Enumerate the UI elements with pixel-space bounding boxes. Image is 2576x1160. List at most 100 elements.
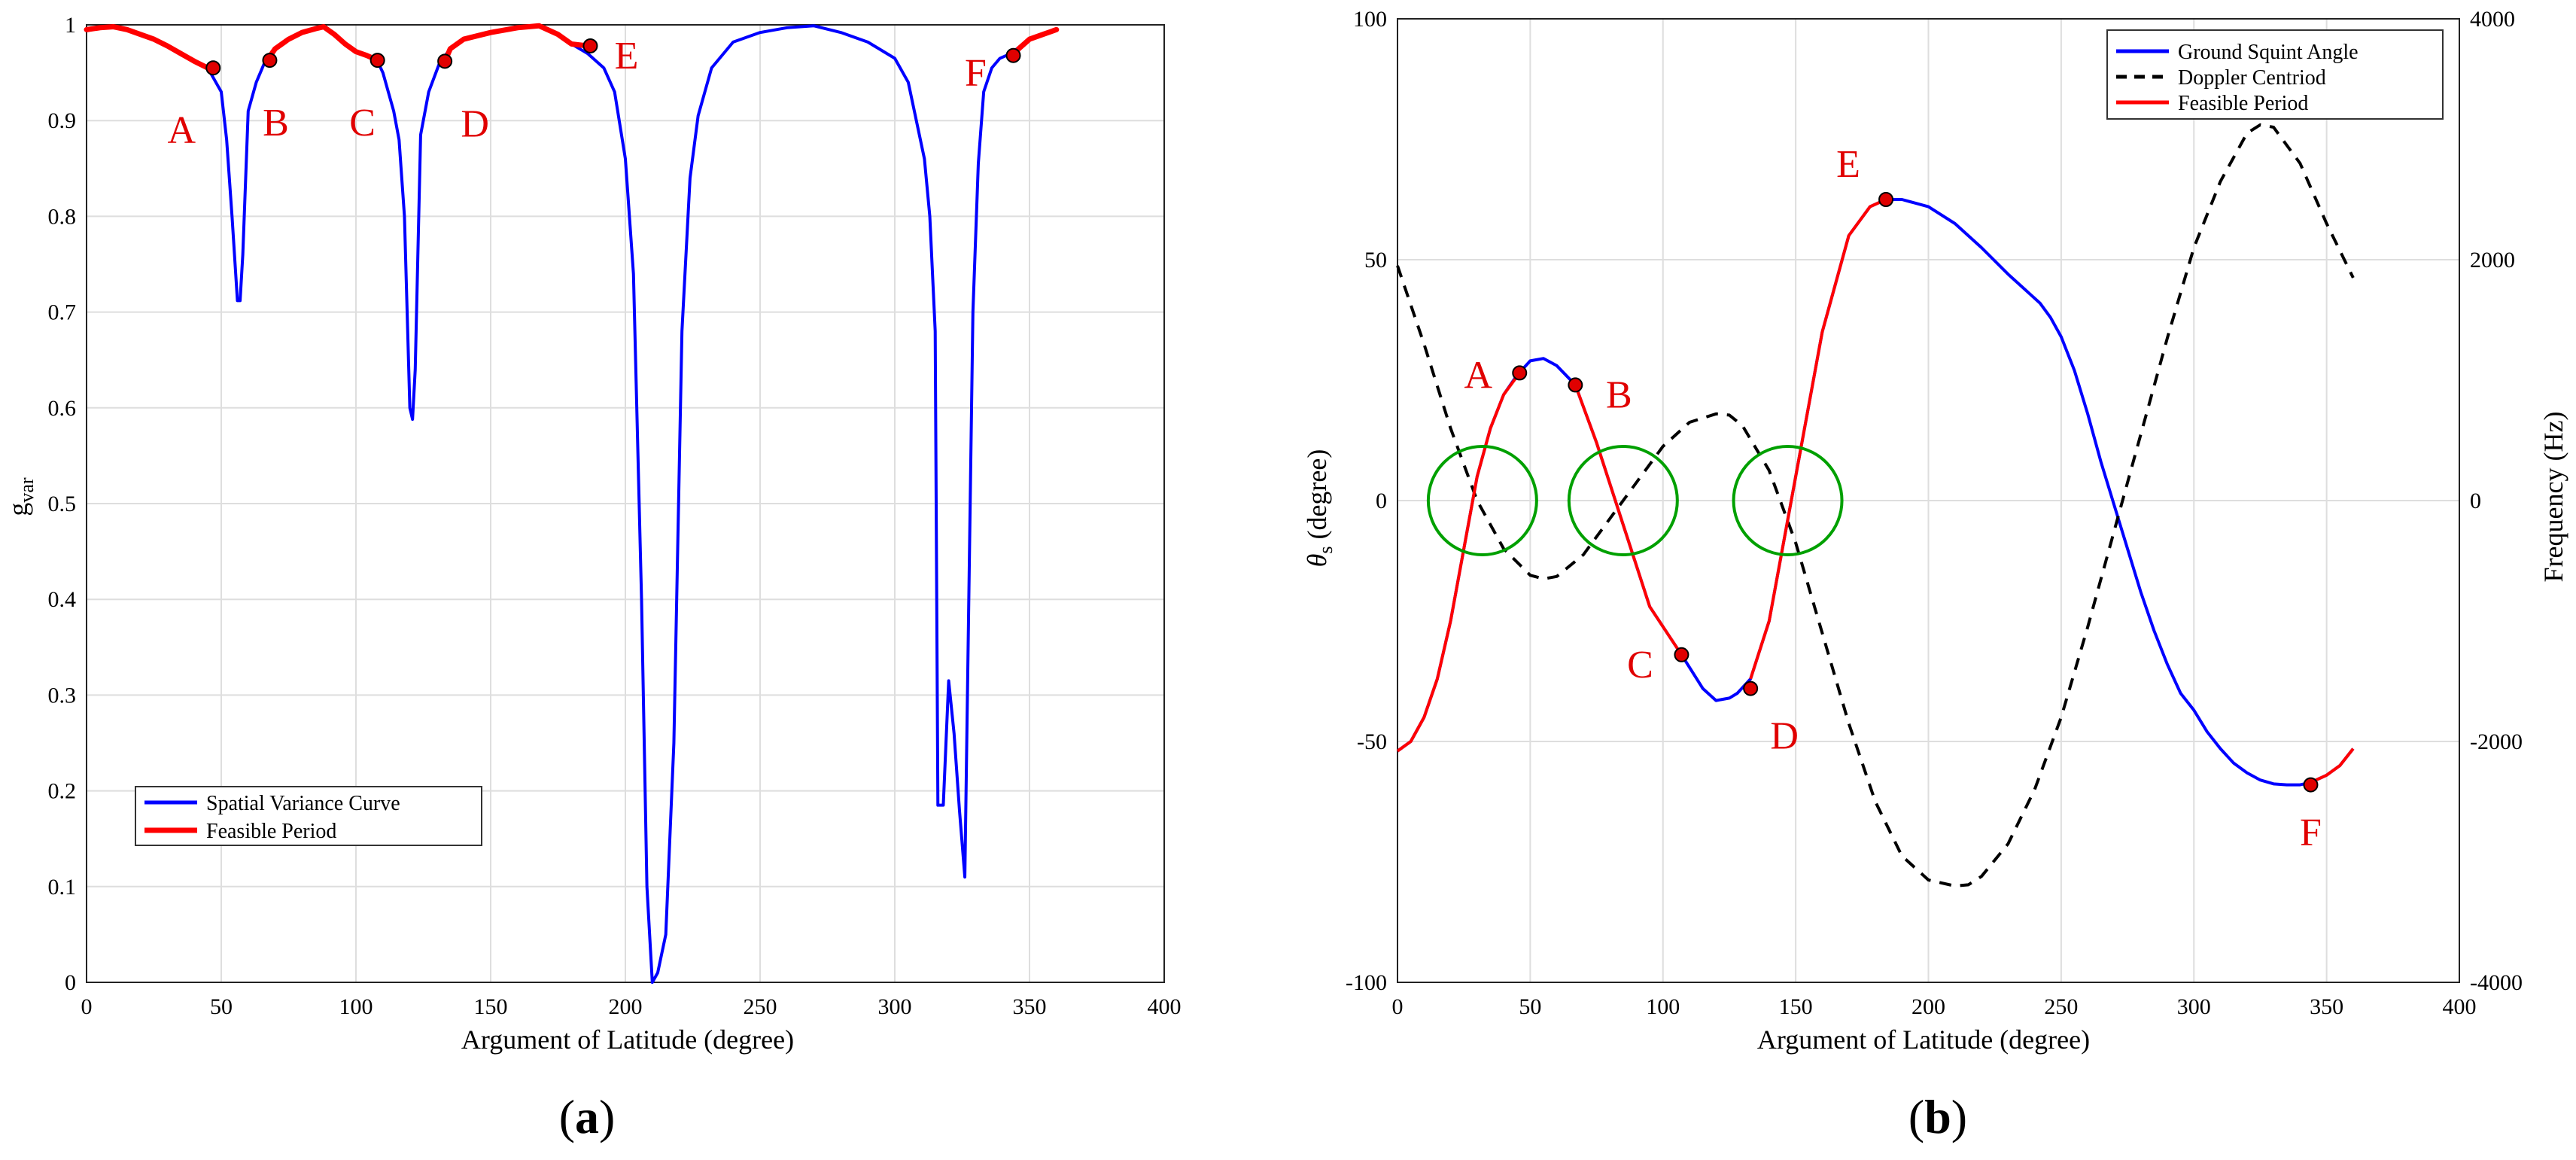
chart-b-xtick-label: 150 (1779, 994, 1813, 1019)
chart-b-legend: Ground Squint Angle Doppler Centriod Fea… (2106, 29, 2444, 120)
chart-b-ytick-left-label: -50 (1357, 729, 1387, 754)
chart-a-point-label-D: D (461, 102, 489, 145)
chart-b-series-line-doppler (1396, 123, 2355, 888)
chart-b-point-label-F: F (2300, 811, 2322, 854)
chart-b-ytick-right-label: -4000 (2470, 970, 2523, 995)
chart-a-point-B (262, 53, 278, 69)
chart-b-series (1396, 123, 2355, 888)
chart-a-caption-open: ( (559, 1090, 575, 1143)
chart-b-xtick-label: 0 (1392, 994, 1404, 1019)
chart-b-ytick-right-label: 2000 (2470, 248, 2515, 272)
chart-b-ylabel-left-rest: (degree) (1302, 449, 1332, 547)
chart-b-xtick-label: 100 (1646, 994, 1680, 1019)
chart-b: A B C D E F 0 50 100 150 200 250 300 350 400 -100 -50 0 5… (1302, 7, 2568, 1143)
chart-a-xtick-label: 50 (210, 994, 233, 1019)
chart-b-ytick-right-label: -2000 (2470, 729, 2523, 754)
chart-b-highlight-circle (1732, 445, 1844, 556)
chart-a-feasible-segment (264, 24, 381, 63)
chart-b-caption: (b) (1908, 1090, 1967, 1143)
chart-a-point-C (370, 53, 385, 69)
chart-b-point-label-A: A (1464, 354, 1492, 397)
chart-a-ytick-label: 0.6 (48, 396, 77, 421)
chart-a-xtick-label: 200 (609, 994, 643, 1019)
chart-a-legend-label-1: Spatial Variance Curve (206, 792, 400, 815)
chart-a-ytick-label: 0.8 (48, 204, 77, 229)
chart-b-caption-close: ) (1951, 1090, 1967, 1143)
chart-b-ylabel-left-main: θ (1302, 554, 1332, 568)
chart-a-xtick-label: 350 (1013, 994, 1047, 1019)
chart-a-xtick-label: 0 (81, 994, 93, 1019)
chart-b-point-label-B: B (1606, 373, 1632, 416)
chart-a-ylabel: gvar (3, 477, 38, 516)
chart-b-xtick-label: 350 (2310, 994, 2343, 1019)
chart-a-ytick-label: 1 (65, 13, 76, 38)
chart-b-legend-label-3: Feasible Period (2178, 92, 2308, 115)
chart-b-legend-label-1: Ground Squint Angle (2178, 41, 2359, 64)
chart-b-xtick-label: 300 (2177, 994, 2211, 1019)
chart-a-point-label-C: C (349, 102, 376, 145)
chart-a-ylabel-main: g (3, 503, 33, 516)
chart-a-feasible-segment (84, 24, 216, 71)
chart-a-point-label-E: E (615, 35, 639, 78)
chart-a-point-F (1005, 47, 1021, 63)
chart-b-ytick-left-label: -100 (1346, 970, 1387, 995)
chart-b-ticks: 0 50 100 150 200 250 300 350 400 -100 -50 0 50 100 -40… (1346, 7, 2523, 1019)
chart-b-feasible-segment (1749, 198, 1887, 680)
chart-a-legend: Spatial Variance Curve Feasible Period (135, 786, 482, 846)
chart-a-legend-box (135, 786, 482, 846)
chart-b-feasible-segment (1396, 372, 1521, 753)
chart-a-point-label-F: F (965, 52, 987, 95)
chart-a-points: A B C D E F (167, 35, 1021, 152)
chart-a-legend-label-2: Feasible Period (206, 820, 336, 843)
chart-b-point-label-C: C (1627, 644, 1653, 687)
chart-b-grid (1397, 18, 2460, 983)
chart-a-xtick-label: 250 (744, 994, 777, 1019)
chart-a-ytick-label: 0.4 (48, 587, 77, 612)
chart-a-point-A (205, 60, 221, 76)
chart-a-feasible-segment (442, 23, 591, 64)
chart-a-xtick-label: 400 (1148, 994, 1182, 1019)
chart-b-xlabel: Argument of Latitude (degree) (1757, 1025, 2090, 1055)
chart-b-circles (1426, 445, 1844, 556)
chart-a-ticks: 0 50 100 150 200 250 300 350 400 0 0.1 0.2 0.3 0.4 0.5… (48, 13, 1182, 1019)
chart-b-point-C (1674, 647, 1689, 662)
chart-b-xtick-label: 250 (2044, 994, 2078, 1019)
chart-b-ytick-left-label: 50 (1364, 248, 1387, 272)
chart-b-point-A (1512, 365, 1528, 381)
chart-a-ytick-label: 0.1 (48, 875, 77, 900)
chart-b-ylabel-left-sub: s (1315, 547, 1337, 554)
chart-a-ytick-label: 0.7 (48, 300, 77, 325)
chart-b-ytick-left-label: 100 (1353, 7, 1387, 32)
chart-b-point-B (1568, 377, 1583, 393)
chart-a-series (84, 23, 1060, 984)
chart-b-ylabel-right: Frequency (Hz) (2538, 412, 2568, 583)
chart-a-ytick-label: 0.2 (48, 779, 77, 804)
chart-b-plot-frame (1397, 18, 2460, 983)
chart-a-ytick-label: 0 (65, 970, 76, 995)
chart-b-caption-letter: b (1924, 1090, 1951, 1143)
chart-b-series-line-squint (1396, 198, 2355, 787)
chart-b-ylabel-left: θs (degree) (1302, 449, 1337, 568)
chart-a-point-label-B: B (263, 102, 289, 145)
chart-a-point-E (582, 38, 598, 53)
chart-b-point-E (1878, 192, 1894, 207)
chart-a-ytick-label: 0.5 (48, 492, 77, 516)
chart-b-point-label-D: D (1770, 715, 1799, 758)
chart-b-xtick-label: 200 (1911, 994, 1945, 1019)
chart-b-feasible-segment (2310, 747, 2355, 784)
chart-a: A B C D E F 0 50 100 150 200 250 300 350 400 0 0.1 0.2 0.… (3, 13, 1182, 1143)
chart-a-ylabel-sub: var (16, 477, 38, 503)
chart-b-highlight-circle (1426, 445, 1538, 556)
chart-a-point-D (437, 53, 453, 69)
chart-a-xtick-label: 100 (339, 994, 373, 1019)
chart-a-caption: (a) (559, 1090, 616, 1143)
chart-b-feasible-segment (1574, 384, 1683, 656)
chart-b-ytick-right-label: 4000 (2470, 7, 2515, 32)
chart-b-xtick-label: 50 (1519, 994, 1541, 1019)
chart-b-caption-open: ( (1908, 1090, 1924, 1143)
chart-a-ytick-label: 0.3 (48, 683, 77, 708)
chart-a-xtick-label: 300 (878, 994, 912, 1019)
chart-b-points: A B C D E F (1464, 143, 2321, 854)
chart-b-point-D (1743, 680, 1759, 696)
